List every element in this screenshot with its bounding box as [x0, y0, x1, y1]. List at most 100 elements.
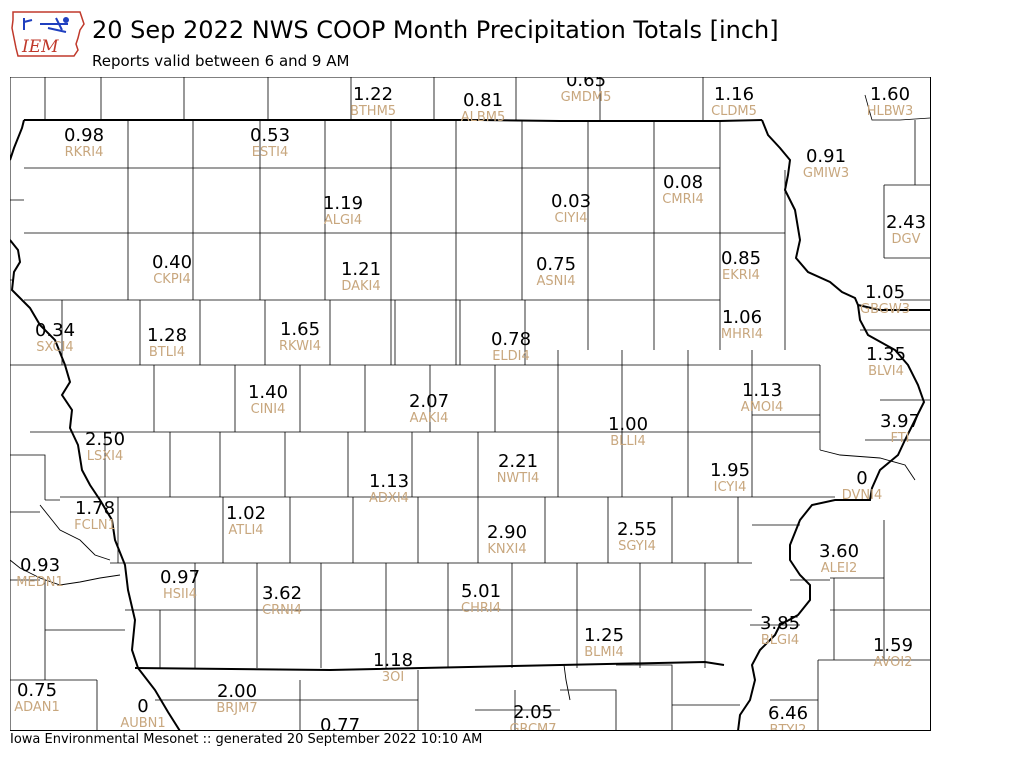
logo-text: IEM — [21, 37, 59, 57]
neighbor-county-lines — [10, 77, 931, 731]
station-value: 0.75 — [17, 680, 57, 701]
station-value: 2.07 — [409, 391, 449, 412]
station-value: 0.78 — [491, 329, 531, 350]
station-value: 1.05 — [865, 282, 905, 303]
station-id: AVOI2 — [873, 655, 912, 670]
station-value: 1.13 — [369, 471, 409, 492]
station-value: 0.98 — [64, 125, 104, 146]
page-subtitle: Reports valid between 6 and 9 AM — [92, 52, 350, 70]
station-id: ESTI4 — [252, 145, 289, 160]
station-id: AAKI4 — [410, 411, 449, 426]
station-id: LSXI4 — [87, 449, 124, 464]
station-value: 1.22 — [353, 84, 393, 105]
station-id: ATLI4 — [228, 523, 263, 538]
station-value: 1.25 — [584, 625, 624, 646]
station-id: BLMI4 — [584, 645, 623, 660]
station-value: 0.91 — [806, 146, 846, 167]
station-value: 0 — [856, 468, 867, 489]
station-value: 1.00 — [608, 414, 648, 435]
station-value: 5.01 — [461, 581, 501, 602]
station-id: 3OI — [382, 670, 404, 685]
station-value: 0.81 — [463, 90, 503, 111]
station-id: FCLN1 — [74, 518, 116, 533]
station-id: DAKI4 — [341, 279, 380, 294]
station-value: 6.46 — [768, 703, 808, 724]
station-id: GBGW3 — [860, 302, 910, 317]
station-value: 1.28 — [147, 325, 187, 346]
station-value: 0.08 — [663, 172, 703, 193]
station-value: 0.53 — [250, 125, 290, 146]
footer-credit: Iowa Environmental Mesonet :: generated … — [10, 732, 483, 747]
station-id: GMIW3 — [803, 166, 849, 181]
station-value: 2.50 — [85, 429, 125, 450]
station-id: ALEI2 — [821, 561, 857, 576]
station-id: CKPI4 — [153, 272, 191, 287]
station-id: BLGI4 — [761, 633, 799, 648]
station-id: CHRI4 — [461, 601, 501, 616]
station-value: 1.40 — [248, 382, 288, 403]
station-value: 0.40 — [152, 252, 192, 273]
station-id: BTYI2 — [770, 723, 807, 731]
station-value: 0.03 — [551, 191, 591, 212]
station-id: RKWI4 — [279, 339, 321, 354]
station-id: SGYI4 — [618, 539, 656, 554]
station-value: 1.21 — [341, 259, 381, 280]
page-title: 20 Sep 2022 NWS COOP Month Precipitation… — [92, 16, 779, 44]
iowa-south-border — [134, 660, 725, 672]
station-value: 1.16 — [714, 84, 754, 105]
mississippi-river — [737, 119, 931, 731]
station-value: 3.97 — [880, 411, 920, 432]
station-value: 2.55 — [617, 519, 657, 540]
station-value: 0 — [137, 696, 148, 717]
station-id: SXCI4 — [36, 340, 73, 355]
station-value: 1.18 — [373, 650, 413, 671]
station-id: ICYI4 — [714, 480, 747, 495]
station-id: HSII4 — [163, 587, 197, 602]
station-id: BTLI4 — [149, 345, 185, 360]
logo-wind-icon — [23, 17, 68, 33]
station-value: 0.65 — [566, 77, 606, 91]
station-value: 1.95 — [710, 460, 750, 481]
station-value: 2.90 — [487, 522, 527, 543]
station-value: 1.78 — [75, 498, 115, 519]
iowa-north-border — [24, 119, 763, 122]
station-id: RKRI4 — [65, 145, 104, 160]
station-id: CINI4 — [251, 402, 286, 417]
station-value: 1.13 — [742, 380, 782, 401]
station-value: 3.60 — [819, 541, 859, 562]
station-id: BLLI4 — [610, 434, 646, 449]
station-id: KNXI4 — [487, 542, 526, 557]
station-id: ELDI4 — [492, 349, 530, 364]
station-id: AUBN1 — [120, 716, 165, 731]
station-value: 0.34 — [35, 320, 75, 341]
station-id: FTI — [890, 431, 909, 446]
station-value: 1.65 — [280, 319, 320, 340]
station-value: 0.97 — [160, 567, 200, 588]
station-id: HLBW3 — [867, 104, 914, 119]
station-id: BRJM7 — [216, 701, 257, 716]
station-value: 1.19 — [323, 193, 363, 214]
station-id: CRNI4 — [262, 603, 302, 618]
station-value: 2.05 — [513, 702, 553, 723]
station-id: CIYI4 — [555, 211, 588, 226]
station-value: 1.35 — [866, 344, 906, 365]
station-value: 0.77 — [320, 715, 360, 731]
station-value: 2.00 — [217, 681, 257, 702]
station-value: 3.85 — [760, 613, 800, 634]
station-id: ADAN1 — [14, 700, 60, 715]
station-value: 2.21 — [498, 451, 538, 472]
station-id: ADXI4 — [369, 491, 409, 506]
station-id: MEDN1 — [16, 575, 63, 590]
station-id: CMRI4 — [662, 192, 703, 207]
logo-sun-icon — [63, 17, 69, 23]
station-id: ASNI4 — [537, 274, 576, 289]
station-id: NWTI4 — [497, 471, 540, 486]
station-id: CLDM5 — [711, 104, 757, 119]
missouri-river — [10, 119, 181, 731]
station-id: ALBM5 — [461, 110, 506, 125]
station-id: DGV — [892, 232, 921, 247]
station-id: EKRI4 — [722, 268, 760, 283]
iowa-county-lines — [10, 120, 835, 668]
